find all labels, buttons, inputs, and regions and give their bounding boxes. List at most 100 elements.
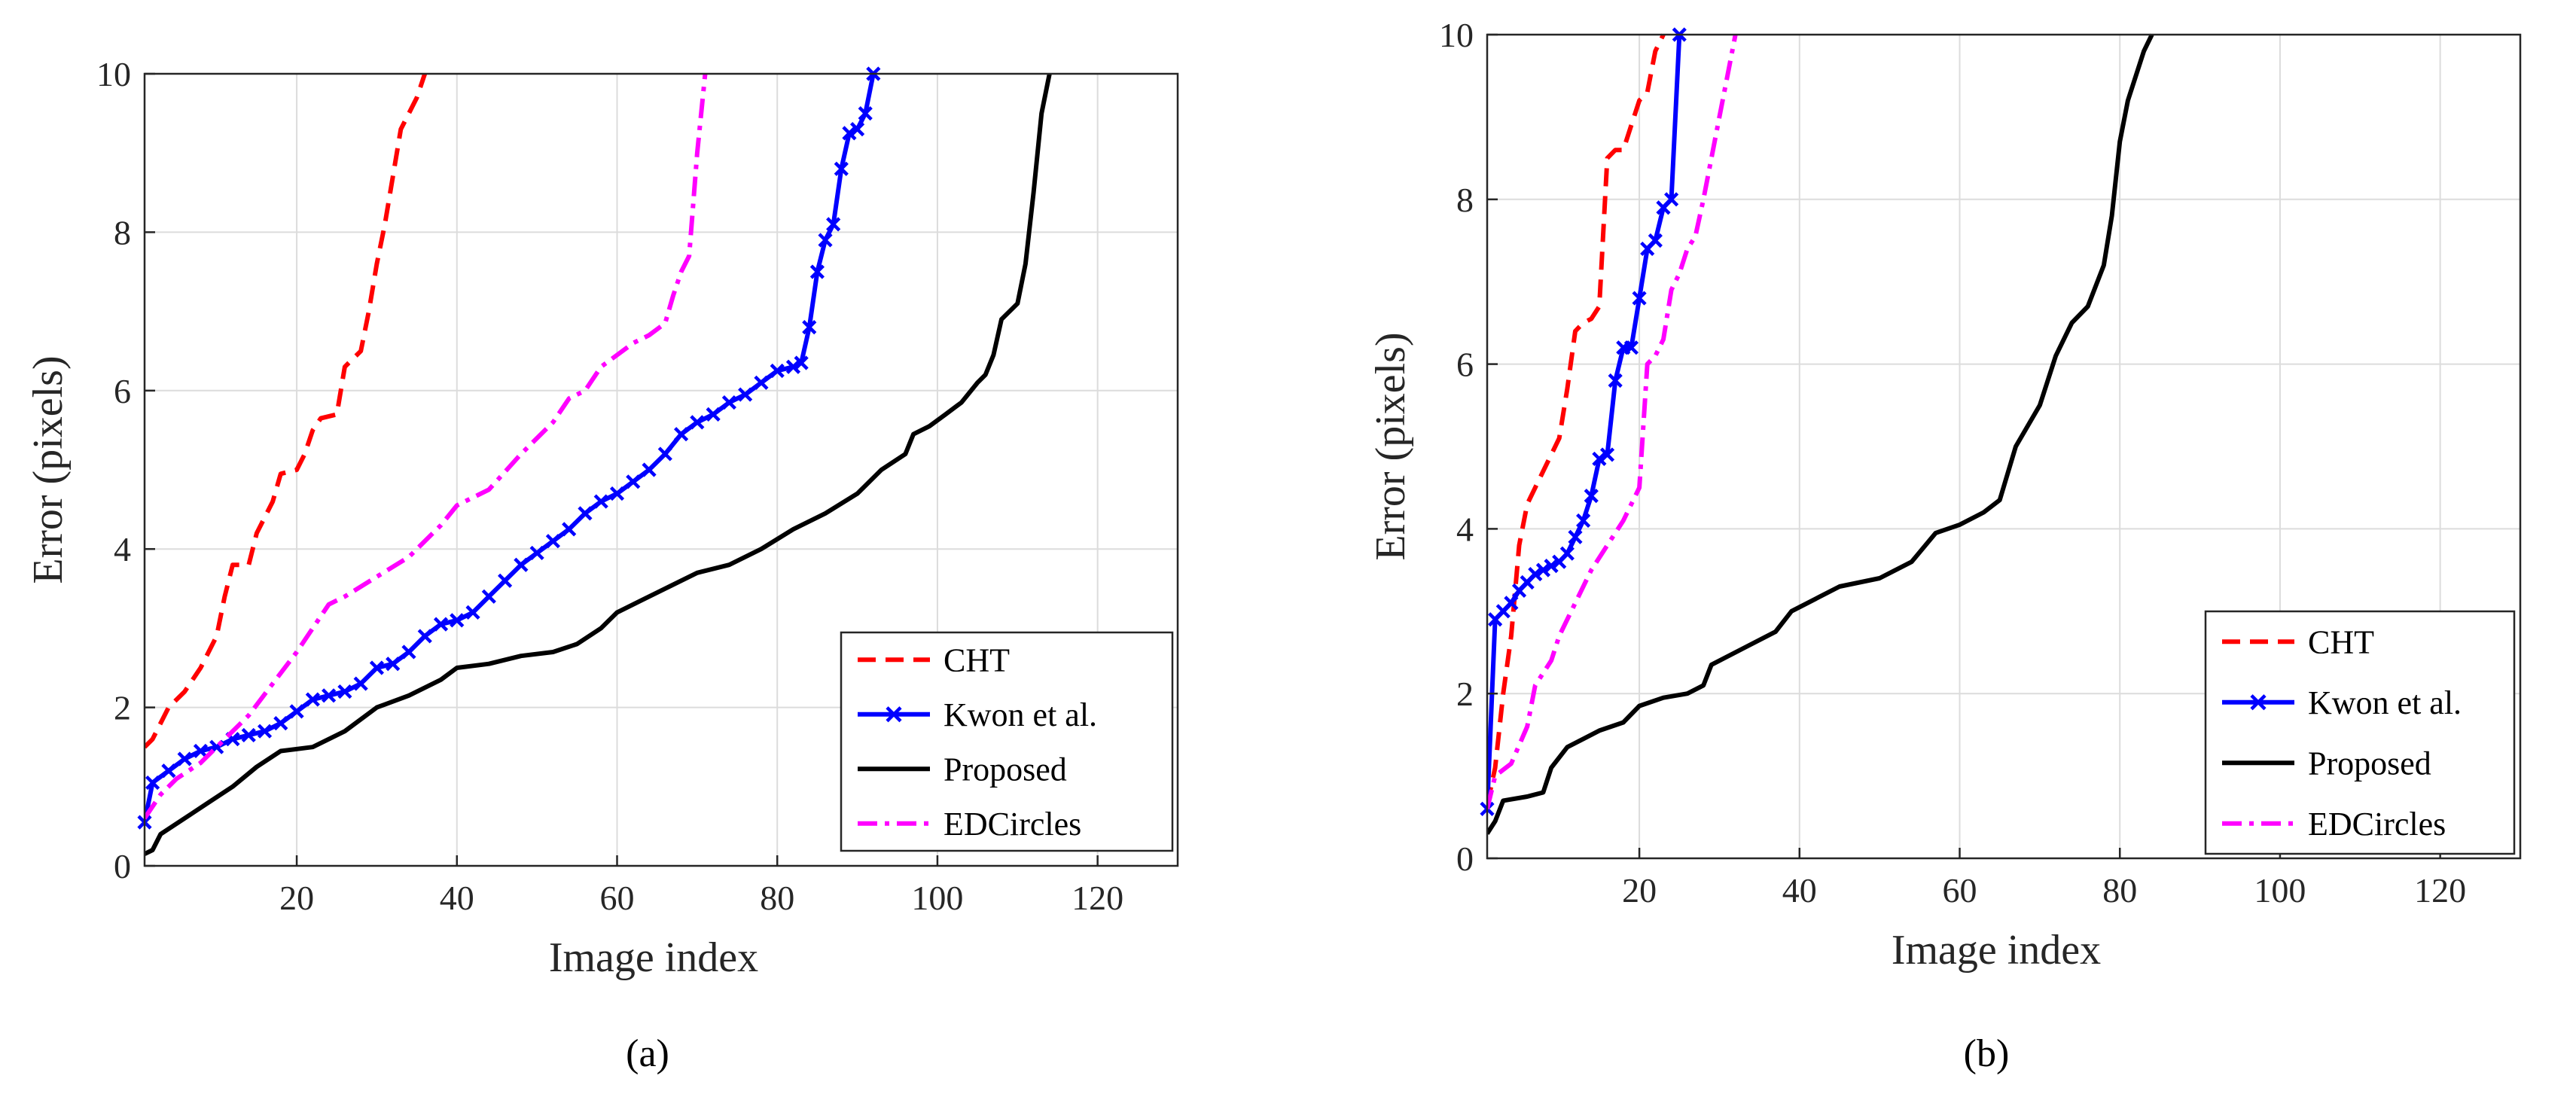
data-point-marker: [514, 557, 529, 572]
data-point-marker: [465, 605, 480, 620]
data-point-marker: [1648, 233, 1663, 248]
axes-frame: [1486, 33, 2522, 860]
y-tick-label: 10: [1439, 16, 1474, 54]
data-point-marker: [642, 462, 657, 477]
data-point-marker: [450, 613, 465, 628]
subfigure-caption: (b): [1964, 1032, 2010, 1075]
legend-label: Proposed: [2308, 745, 2431, 782]
data-point-marker: [609, 486, 625, 501]
data-point-marker: [193, 743, 209, 759]
x-tick-label: 20: [279, 879, 314, 917]
data-point-marker: [1664, 192, 1679, 207]
data-point-marker: [809, 264, 825, 279]
data-point-marker: [161, 763, 176, 779]
data-point-marker: [1559, 546, 1575, 561]
data-point-marker: [1584, 489, 1599, 504]
y-axis-label: Error (pixels): [1367, 332, 1414, 560]
legend: CHT Kwon et al. Proposed EDCircles: [2204, 610, 2516, 855]
y-tick-label: 8: [114, 213, 131, 251]
data-point-marker: [785, 359, 801, 374]
axes-frame: [143, 72, 1179, 867]
series-line-proposed: [1487, 33, 2154, 835]
data-point-marker: [1544, 559, 1559, 574]
data-point-marker: [1632, 291, 1647, 306]
data-point-marker: [1599, 447, 1615, 462]
x-tick-label: 20: [1622, 871, 1657, 910]
legend-label: CHT: [944, 641, 1010, 678]
data-point-marker: [401, 644, 416, 660]
x-tick-label: 40: [440, 879, 474, 917]
series-line-edcircles: [1487, 34, 1738, 810]
data-point-marker: [433, 617, 449, 632]
series-line-proposed: [145, 73, 1052, 856]
data-point-marker: [289, 704, 304, 719]
legend-label: EDCircles: [944, 806, 1081, 843]
data-point-marker: [481, 589, 496, 604]
legend-box: [2204, 610, 2516, 855]
legend: CHT Kwon et al. Proposed EDCircles: [840, 631, 1174, 852]
x-tick-label: 100: [2254, 871, 2306, 910]
legend-label: EDCircles: [2308, 806, 2446, 843]
chart-panel-2: 20 40 60 80 100 120 0 2 4 6 8 10 Image index Error (p…: [1367, 16, 2522, 1075]
data-point-marker: [794, 355, 809, 370]
data-point-marker: [353, 676, 368, 691]
y-tick-label: 4: [1456, 510, 1474, 548]
data-point-marker: [273, 716, 288, 731]
x-axis-label: Image index: [1892, 927, 2101, 974]
data-point-marker: [1608, 373, 1623, 389]
series-line-kwon-et-al: [1487, 34, 1682, 809]
data-point-marker: [322, 688, 337, 703]
subfigure-caption: (a): [626, 1032, 669, 1075]
data-point-marker: [1504, 596, 1519, 611]
data-point-marker: [1592, 451, 1607, 467]
x-tick-label: 80: [2102, 871, 2137, 910]
data-point-marker: [1535, 562, 1551, 577]
y-tick-label: 8: [1456, 181, 1474, 219]
data-point-marker: [529, 545, 544, 561]
y-axis-label: Error (pixels): [25, 355, 72, 584]
legend-marker: [2250, 694, 2267, 711]
legend-box: [840, 631, 1174, 852]
x-axis-label: Image index: [549, 934, 758, 981]
y-tick-label: 6: [114, 372, 131, 410]
data-point-marker: [1568, 529, 1583, 544]
series-line-cht: [1487, 33, 1666, 806]
legend-label: CHT: [2308, 623, 2374, 660]
data-point-marker: [802, 320, 817, 335]
y-tick-label: 4: [114, 530, 131, 568]
data-point-marker: [690, 415, 705, 430]
y-tick-label: 2: [114, 689, 131, 727]
data-point-marker: [842, 126, 857, 141]
data-point-marker: [826, 217, 841, 232]
legend-marker: [886, 706, 902, 723]
data-point-marker: [721, 395, 736, 410]
data-point-marker: [706, 407, 721, 422]
x-tick-label: 60: [600, 879, 635, 917]
data-point-marker: [849, 122, 865, 137]
data-point-marker: [858, 106, 873, 121]
series-line-edcircles: [145, 73, 708, 820]
data-point-marker: [738, 387, 753, 402]
x-tick-label: 80: [760, 879, 794, 917]
x-tick-label: 120: [2414, 871, 2466, 910]
series-line-cht: [145, 73, 428, 749]
x-tick-label: 60: [1943, 871, 1977, 910]
series-line-kwon-et-al: [145, 73, 876, 823]
y-tick-label: 2: [1456, 675, 1474, 713]
data-point-marker: [593, 494, 608, 509]
data-point-marker: [241, 727, 256, 743]
data-point-marker: [545, 534, 561, 549]
data-point-marker: [1623, 340, 1639, 355]
data-point-marker: [386, 657, 401, 672]
data-point-marker: [1576, 513, 1591, 529]
y-tick-label: 10: [96, 55, 131, 93]
y-tick-label: 6: [1456, 346, 1474, 384]
data-point-marker: [498, 573, 513, 588]
data-point-marker: [145, 775, 160, 791]
data-point-marker: [657, 446, 672, 462]
legend-label: Kwon et al.: [2308, 684, 2462, 721]
x-tick-label: 40: [1782, 871, 1817, 910]
y-tick-label: 0: [1456, 839, 1474, 878]
data-point-marker: [369, 660, 385, 675]
